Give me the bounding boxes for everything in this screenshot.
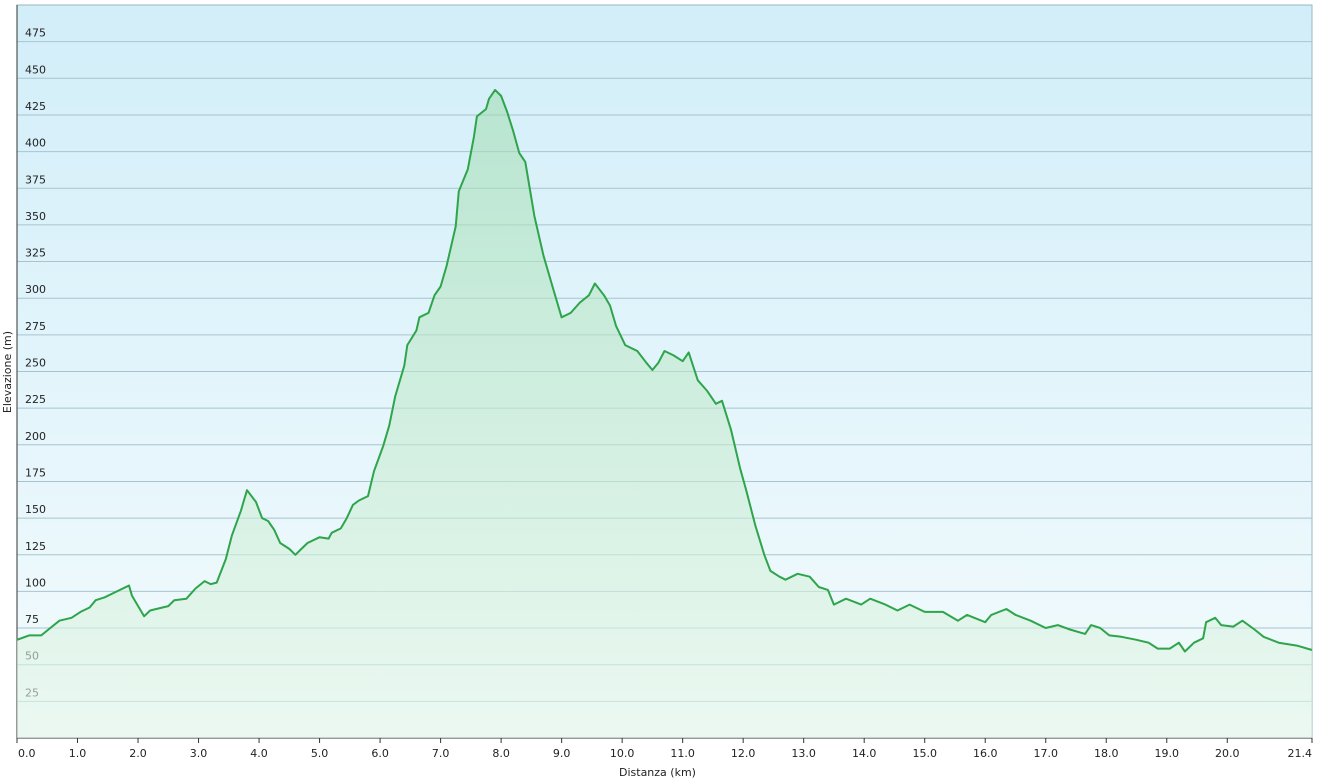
x-tick-label: 21.4 xyxy=(1288,747,1313,760)
y-tick-label: 300 xyxy=(25,283,46,296)
x-tick-label: 8.0 xyxy=(492,747,510,760)
y-tick-label: 225 xyxy=(25,393,46,406)
x-tick-label: 15.0 xyxy=(912,747,937,760)
x-tick-label: 4.0 xyxy=(250,747,268,760)
x-tick-label: 0.0 xyxy=(18,747,36,760)
y-tick-label: 325 xyxy=(25,247,46,260)
y-tick-label: 400 xyxy=(25,137,46,150)
x-axis-label: Distanza (km) xyxy=(619,766,696,779)
y-tick-label: 250 xyxy=(25,357,46,370)
y-tick-label: 475 xyxy=(25,27,46,40)
y-tick-label: 75 xyxy=(25,613,39,626)
x-tick-label: 3.0 xyxy=(190,747,208,760)
x-tick-label: 19.0 xyxy=(1155,747,1180,760)
x-tick-label: 2.0 xyxy=(129,747,147,760)
x-tick-label: 6.0 xyxy=(371,747,389,760)
x-tick-label: 11.0 xyxy=(670,747,695,760)
y-tick-label: 125 xyxy=(25,540,46,553)
x-tick-label: 7.0 xyxy=(432,747,450,760)
x-tick-label: 13.0 xyxy=(791,747,816,760)
x-tick-label: 18.0 xyxy=(1094,747,1119,760)
y-tick-label: 350 xyxy=(25,210,46,223)
x-tick-label: 20.0 xyxy=(1215,747,1240,760)
x-tick-label: 12.0 xyxy=(731,747,756,760)
x-tick-label: 17.0 xyxy=(1033,747,1058,760)
y-tick-label: 425 xyxy=(25,100,46,113)
y-tick-label: 375 xyxy=(25,173,46,186)
y-tick-label: 100 xyxy=(25,576,46,589)
x-tick-label: 16.0 xyxy=(973,747,998,760)
y-tick-label: 450 xyxy=(25,63,46,76)
x-tick-label: 9.0 xyxy=(553,747,571,760)
y-tick-label: 275 xyxy=(25,320,46,333)
x-tick-label: 1.0 xyxy=(69,747,87,760)
y-tick-label: 150 xyxy=(25,503,46,516)
x-tick-label: 14.0 xyxy=(852,747,877,760)
x-tick-label: 5.0 xyxy=(311,747,329,760)
x-tick-label: 10.0 xyxy=(610,747,635,760)
y-tick-label: 200 xyxy=(25,430,46,443)
y-tick-label: 175 xyxy=(25,466,46,479)
y-axis-label: Elevazione (m) xyxy=(1,331,14,413)
elevation-line xyxy=(16,89,1313,653)
elevation-area xyxy=(17,90,1312,738)
